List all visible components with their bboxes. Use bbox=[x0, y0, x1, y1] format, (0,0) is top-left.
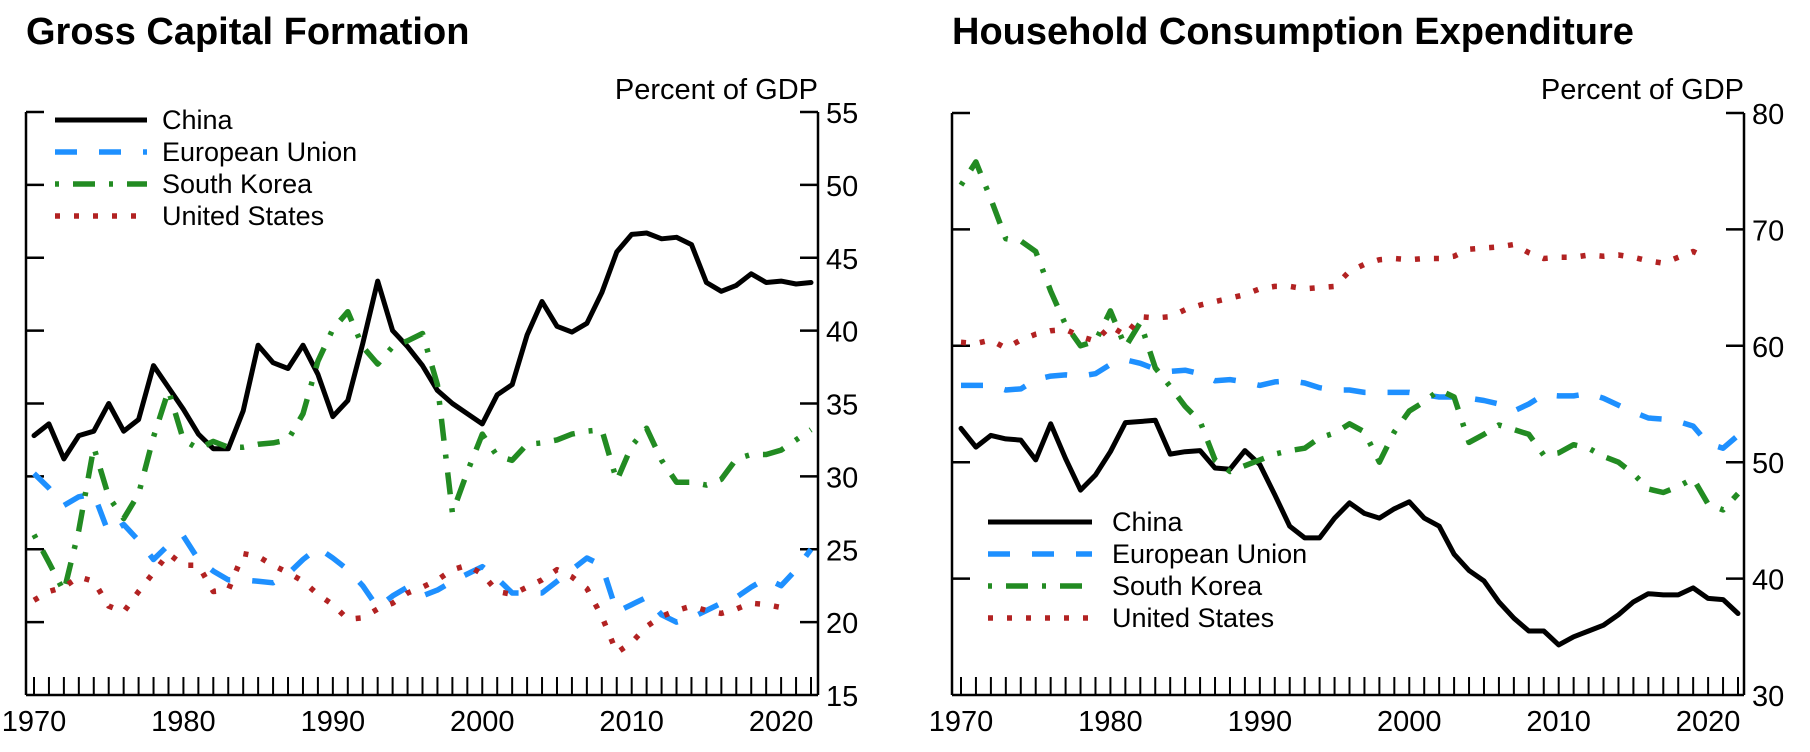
y-tick-label: 40 bbox=[826, 317, 858, 349]
series-line-united-states bbox=[960, 241, 1710, 351]
y-tick-label: 45 bbox=[826, 244, 858, 276]
series-line-south-korea bbox=[31, 308, 813, 595]
series-lines bbox=[31, 230, 814, 656]
chart-title: Household Consumption Expenditure bbox=[952, 11, 1634, 53]
legend-label: European Union bbox=[162, 137, 357, 167]
series-line-european-union bbox=[961, 357, 1740, 451]
legend-label: European Union bbox=[1112, 539, 1307, 569]
x-tick-label: 1970 bbox=[929, 706, 994, 738]
y-axis-label: Percent of GDP bbox=[615, 74, 818, 106]
x-tick-label: 2000 bbox=[1377, 706, 1442, 738]
axes: 15 20 25 30 35 40 45 50 55 1970 1980 1990 2000 2010 20… bbox=[2, 98, 859, 738]
legend-label: China bbox=[162, 105, 234, 135]
y-tick-label: 25 bbox=[826, 535, 858, 567]
household-consumption-expenditure-chart: Household Consumption Expenditure Percen… bbox=[929, 11, 1785, 738]
legend-label: China bbox=[1112, 507, 1184, 537]
y-tick-label: 15 bbox=[826, 681, 858, 713]
x-tick-label: 1970 bbox=[2, 706, 67, 738]
x-tick-label: 2000 bbox=[450, 706, 515, 738]
series-lines bbox=[958, 159, 1741, 648]
y-tick-label: 20 bbox=[826, 608, 858, 640]
series-line-china bbox=[31, 230, 814, 462]
y-tick-label: 40 bbox=[1752, 565, 1784, 597]
y-tick-label: 80 bbox=[1752, 99, 1784, 131]
x-tick-label: 2020 bbox=[1676, 706, 1741, 738]
legend-label: United States bbox=[162, 201, 324, 231]
series-line-european-union bbox=[32, 471, 814, 625]
series-line-united-states bbox=[32, 550, 782, 656]
y-tick-label: 30 bbox=[826, 462, 858, 494]
y-tick-label: 50 bbox=[1752, 448, 1784, 480]
x-tick-label: 1990 bbox=[1228, 706, 1293, 738]
legend-label: South Korea bbox=[1112, 571, 1263, 601]
chart-title: Gross Capital Formation bbox=[26, 11, 469, 53]
gross-capital-formation-chart: Gross Capital Formation Percent of GDP 1… bbox=[2, 11, 859, 738]
series-line-south-korea bbox=[958, 159, 1741, 513]
x-tick-label: 1990 bbox=[301, 706, 366, 738]
x-tick-label: 1980 bbox=[151, 706, 216, 738]
series-line-china bbox=[958, 417, 1741, 648]
y-tick-label: 70 bbox=[1752, 215, 1784, 247]
x-tick-label: 1980 bbox=[1078, 706, 1143, 738]
legend-label: South Korea bbox=[162, 169, 313, 199]
y-tick-label: 60 bbox=[1752, 332, 1784, 364]
y-tick-label: 30 bbox=[1752, 681, 1784, 713]
y-tick-label: 55 bbox=[826, 98, 858, 130]
axes: 30 40 50 60 70 80 1970 1980 1990 2000 2010 2020 bbox=[929, 99, 1785, 738]
y-tick-label: 50 bbox=[826, 171, 858, 203]
y-axis-label: Percent of GDP bbox=[1541, 74, 1744, 106]
x-tick-label: 2010 bbox=[599, 706, 664, 738]
y-tick-label: 35 bbox=[826, 390, 858, 422]
x-tick-label: 2020 bbox=[749, 706, 814, 738]
x-tick-label: 2010 bbox=[1526, 706, 1591, 738]
legend-label: United States bbox=[1112, 603, 1274, 633]
